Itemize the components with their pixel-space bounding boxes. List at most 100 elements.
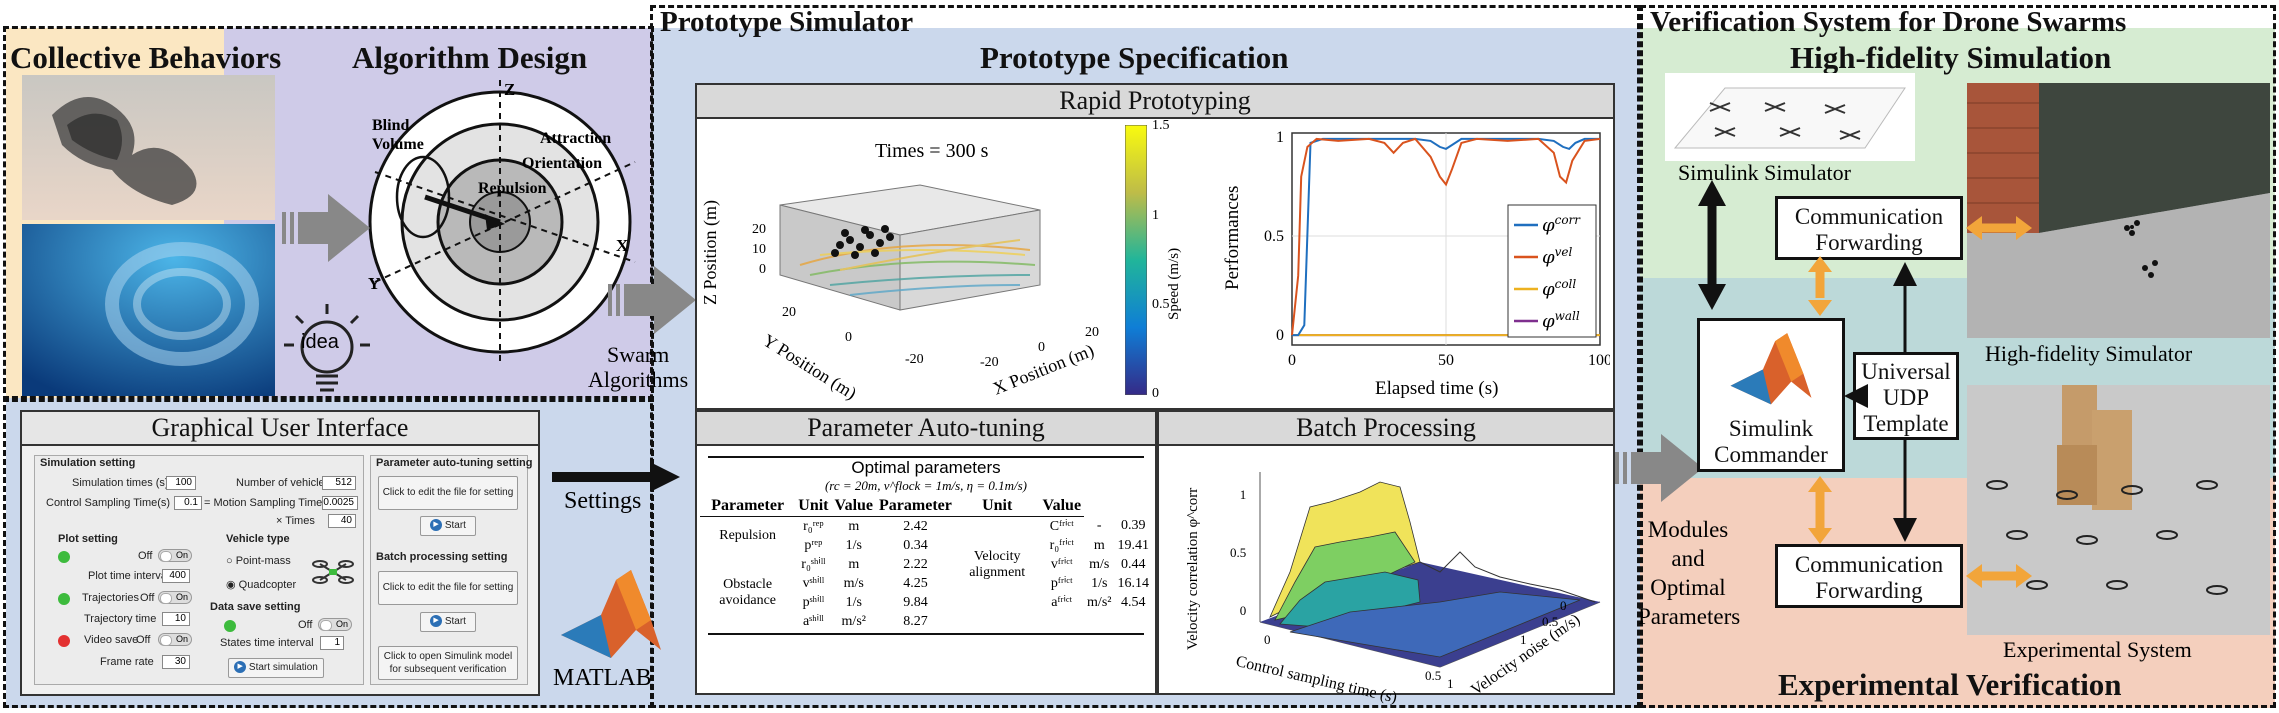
comm-top-line-1: Communication <box>1794 204 1944 229</box>
plot-toggle[interactable]: On <box>158 549 192 562</box>
plot-off-label: Off <box>138 550 153 562</box>
speed-colorbar <box>1125 125 1147 395</box>
ytick-label: 0 <box>1276 327 1284 344</box>
udp-line-2: UDP <box>1882 385 1929 410</box>
start-simulation-label: Start simulation <box>248 662 318 673</box>
ytick-neg20: -20 <box>905 352 924 367</box>
batch-edit-button[interactable]: Click to edit the file for setting <box>378 571 518 605</box>
legend-label: φvel <box>1542 245 1572 268</box>
batch-xtick-0-5: 0.5 <box>1425 668 1442 683</box>
trajectories-toggle[interactable]: On <box>158 591 192 604</box>
trajectories-off-label: Off <box>140 592 155 604</box>
states-interval-input[interactable]: 1 <box>320 636 344 650</box>
algorithms-label: Algorithms <box>588 367 689 392</box>
axis-y-label: Y <box>368 274 381 293</box>
data-save-led <box>224 620 236 632</box>
open-simulink-button[interactable]: Click to open Simulink model for subsequ… <box>378 646 518 680</box>
param-unit: m <box>848 518 860 534</box>
verification-dashed-box <box>1640 5 2276 708</box>
auto-tuning-setting-heading: Parameter auto-tuning setting <box>376 457 533 469</box>
param-unit: m <box>1093 537 1105 553</box>
series-line <box>1292 137 1600 337</box>
swarm-3d-plot <box>779 184 1041 311</box>
params-header-cell: Unit <box>795 496 832 517</box>
param-group-label: Velocity alignment <box>969 548 1026 580</box>
simulink-commander-box: Simulink Commander <box>1697 318 1845 472</box>
simulink-simulator-image <box>1665 73 1915 161</box>
series-line <box>1291 137 1601 336</box>
plot-interval-input[interactable]: 400 <box>162 569 190 583</box>
axis-z-label: Z <box>504 80 516 99</box>
drone-cluster <box>831 225 894 259</box>
prototype-dashed-box <box>650 5 1640 708</box>
arrow-algo-to-prototype <box>608 266 696 334</box>
motion-sampling-label: = Motion Sampling Time(s) <box>204 497 336 509</box>
params-row: vˢʰⁱˡˡ m/s 4.25 pᶠʳⁱᶜᵗ 1/s 16.14 <box>700 574 1152 593</box>
data-save-off-label: Off <box>298 619 313 631</box>
param-symbol: vˢʰⁱˡˡ <box>802 576 825 591</box>
cbtick-0: 0 <box>1152 386 1159 401</box>
param-symbol: aˢʰⁱˡˡ <box>802 614 824 629</box>
param-empty <box>1084 612 1114 631</box>
video-save-toggle[interactable]: On <box>158 633 192 646</box>
num-vehicles-input[interactable]: 512 <box>322 476 356 490</box>
params-table-title: Optimal parameters <box>851 458 1001 477</box>
params-row: pˢʰⁱˡˡ 1/s 9.84 aᶠʳⁱᶜᵗ m/s² 4.54 <box>700 593 1152 612</box>
params-table-subtitle: (rc = 20m, v^flock = 1m/s, η = 0.1m/s) <box>824 478 1028 493</box>
start-simulation-button[interactable]: ▶ Start simulation <box>228 658 324 678</box>
param-symbol: r₀ʳᵉᵖ <box>803 518 824 534</box>
auto-tuning-start-button[interactable]: ▶ Start <box>420 516 476 536</box>
point-mass-radio[interactable]: ○ Point-mass <box>226 555 291 567</box>
params-table-rule-top <box>708 456 1144 458</box>
experimental-ver-title: Experimental Verification <box>1778 667 2122 702</box>
ctrl-sampling-input[interactable]: 0.1 <box>174 496 202 510</box>
performance-xlabel: Elapsed time (s) <box>1375 378 1499 399</box>
params-header-cell: Parameter <box>876 496 955 517</box>
param-empty <box>1040 612 1085 631</box>
param-value: 9.84 <box>903 594 928 610</box>
param-symbol: r₀ᶠʳⁱᶜᵗ <box>1049 538 1074 553</box>
param-value: 19.41 <box>1117 537 1149 553</box>
frame-rate-input[interactable]: 30 <box>162 655 190 669</box>
batch-surface-plot <box>1259 472 1601 668</box>
start-sim-icon: ▶ <box>234 661 247 674</box>
batch-start-button[interactable]: ▶ Start <box>420 612 476 632</box>
times-input[interactable]: 40 <box>328 514 356 528</box>
plot-setting-heading: Plot setting <box>58 533 118 545</box>
param-symbol: pᶠʳⁱᶜᵗ <box>1050 576 1073 591</box>
param-unit: m/s² <box>1087 594 1112 610</box>
settings-arrow <box>552 462 680 492</box>
video-save-label: Video save <box>84 634 139 646</box>
params-row: pʳᵉᵖ 1/s 0.34 r₀ᶠʳⁱᶜᵗ m 19.41 <box>700 536 1152 555</box>
batch-start-label: Start <box>444 616 466 627</box>
batch-start-icon: ▶ <box>430 615 443 628</box>
legend-label: φcoll <box>1542 277 1576 300</box>
quadcopter-radio[interactable]: ◉ Quadcopter <box>226 579 297 591</box>
sim-times-input[interactable]: 100 <box>166 476 196 490</box>
ztick-20: 20 <box>752 222 766 237</box>
point-mass-label: Point-mass <box>235 555 291 567</box>
data-save-heading: Data save setting <box>210 601 301 613</box>
experimental-system-image <box>1967 385 2270 635</box>
times-label: × Times <box>276 515 315 527</box>
params-row: aˢʰⁱˡˡ m/s² 8.27 <box>700 612 1152 631</box>
trajectory-time-input[interactable]: 10 <box>162 612 190 626</box>
num-vehicles-label: Number of vehicles <box>236 477 331 489</box>
motion-sampling-input[interactable]: 0.0025 <box>322 496 358 510</box>
modules-line-1: Modules <box>1647 517 1729 542</box>
prototype-sim-title: Prototype Simulator <box>660 6 914 38</box>
param-value: 0.34 <box>903 537 928 553</box>
orientation-label: Orientation <box>522 155 602 172</box>
plot-interval-label: Plot time interval <box>88 570 170 582</box>
param-unit: m/s <box>1089 556 1110 572</box>
batch-ztick-0-5: 0.5 <box>1230 545 1247 560</box>
auto-tuning-edit-button[interactable]: Click to edit the file for setting <box>378 476 518 510</box>
auto-start-icon: ▶ <box>430 519 443 532</box>
settings-label: Settings <box>564 488 642 514</box>
optimal-params-table: Optimal parameters (rc = 20m, v^flock = … <box>700 456 1152 635</box>
params-header-cell: Value <box>831 496 877 517</box>
repulsion-label: Repulsion <box>478 180 547 197</box>
comm-bottom-line-1: Communication <box>1794 552 1944 577</box>
params-header-cell: Unit <box>954 496 1040 517</box>
data-save-toggle[interactable]: On <box>318 618 352 631</box>
